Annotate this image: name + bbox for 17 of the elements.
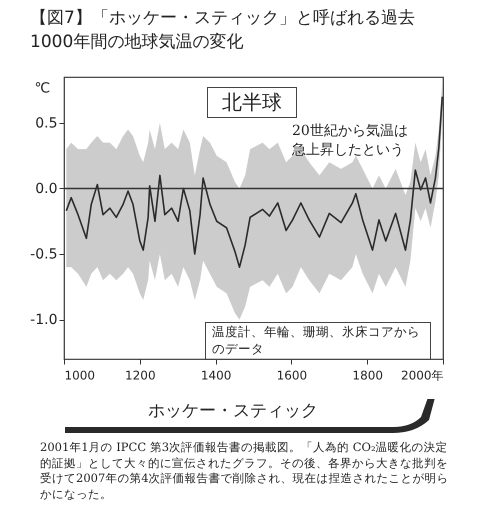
x-tick-label: 1800 — [352, 368, 383, 382]
annotation: 北半球 — [207, 87, 297, 118]
x-tick-label: 1600 — [276, 368, 308, 382]
annotation: 20世紀から気温は急上昇したという — [292, 122, 409, 160]
text: 2001年1月の IPCC 第3次評価報告書の掲載図。「人為的 CO₂温暖化の決定的証拠」として大々的に宣伝されたグラフ。その後、各界から大きな批判を受けて2007年の第4次評価報告書で削除され、現在は捏造されたことが明らかになった。 — [40, 440, 450, 502]
text: ホッケー・スティック — [148, 400, 318, 423]
y-tick-label: -1.0 — [30, 312, 58, 328]
x-tick-label: 1200 — [125, 368, 156, 382]
x-tick-label: 1000 — [64, 368, 96, 382]
y-axis-title: ℃ — [34, 80, 50, 96]
chart-title: 【図7】「ホッケー・スティック」と呼ばれる過去1000年間の地球気温の変化 — [30, 7, 416, 54]
y-tick-label: 0.0 — [35, 180, 58, 197]
y-tick-label: 0.5 — [35, 115, 58, 132]
x-tick-label: 1400 — [200, 368, 232, 382]
y-tick-label: -0.5 — [30, 246, 58, 263]
annotation: 温度計、年輪、珊瑚、氷床コアからのデータ — [205, 322, 431, 360]
x-tick-label: 2000年 — [400, 368, 444, 382]
